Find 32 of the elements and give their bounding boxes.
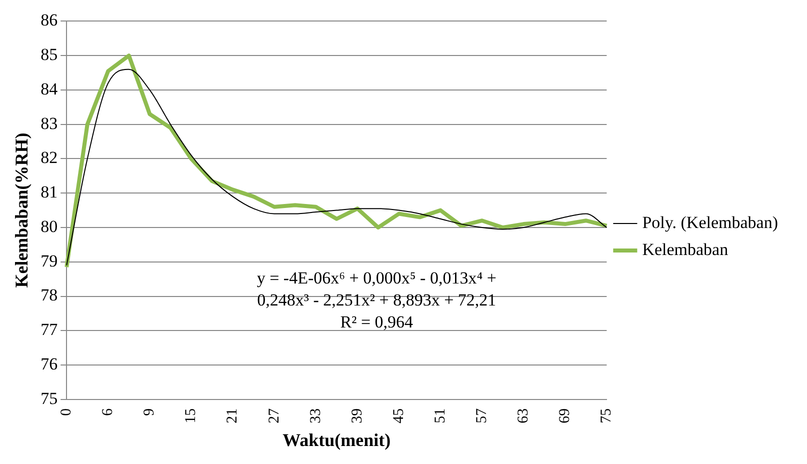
x-tick-label: 57	[474, 408, 490, 424]
y-tick-label: 78	[40, 286, 58, 305]
legend-label: Poly. (Kelembaban)	[642, 212, 778, 232]
y-tick-label: 77	[40, 320, 58, 340]
y-tick-label: 82	[40, 148, 58, 168]
x-tick-label: 69	[557, 408, 574, 424]
x-tick-label: 39	[349, 408, 366, 424]
y-tick-label: 79	[40, 251, 58, 270]
x-axis-title: Waktu(menit)	[282, 430, 391, 450]
y-tick-label: 81	[40, 182, 58, 202]
annotation: R² = 0,964	[340, 312, 414, 332]
y-tick-label: 80	[40, 216, 58, 236]
y-tick-label: 83	[40, 114, 58, 133]
legend-label: Kelembaban	[642, 240, 729, 259]
x-tick-label: 33	[308, 408, 324, 424]
x-tick-label: 51	[432, 408, 448, 424]
x-tick-label: 75	[598, 408, 615, 424]
x-tick-label: 6	[100, 408, 116, 416]
y-tick-label: 76	[40, 354, 58, 374]
x-tick-label: 45	[390, 408, 407, 424]
y-axis-title: Kelembaban(%RH)	[11, 132, 32, 288]
y-tick-label: 85	[40, 45, 58, 64]
y-tick-label: 84	[40, 79, 58, 98]
annotation: 0,248x³ - 2,251x² + 8,893x + 72,21	[257, 290, 496, 310]
annotation: y = -4E-06x⁶ + 0,000x⁵ - 0,013x⁴ +	[256, 268, 496, 288]
x-tick-label: 9	[142, 408, 158, 416]
x-tick-label: 21	[224, 408, 241, 424]
x-tick-label: 63	[516, 408, 532, 424]
x-tick-label: 27	[266, 408, 282, 424]
y-tick-label: 86	[40, 10, 58, 30]
x-tick-label: 15	[183, 408, 200, 424]
x-tick-label: 0	[58, 408, 75, 416]
